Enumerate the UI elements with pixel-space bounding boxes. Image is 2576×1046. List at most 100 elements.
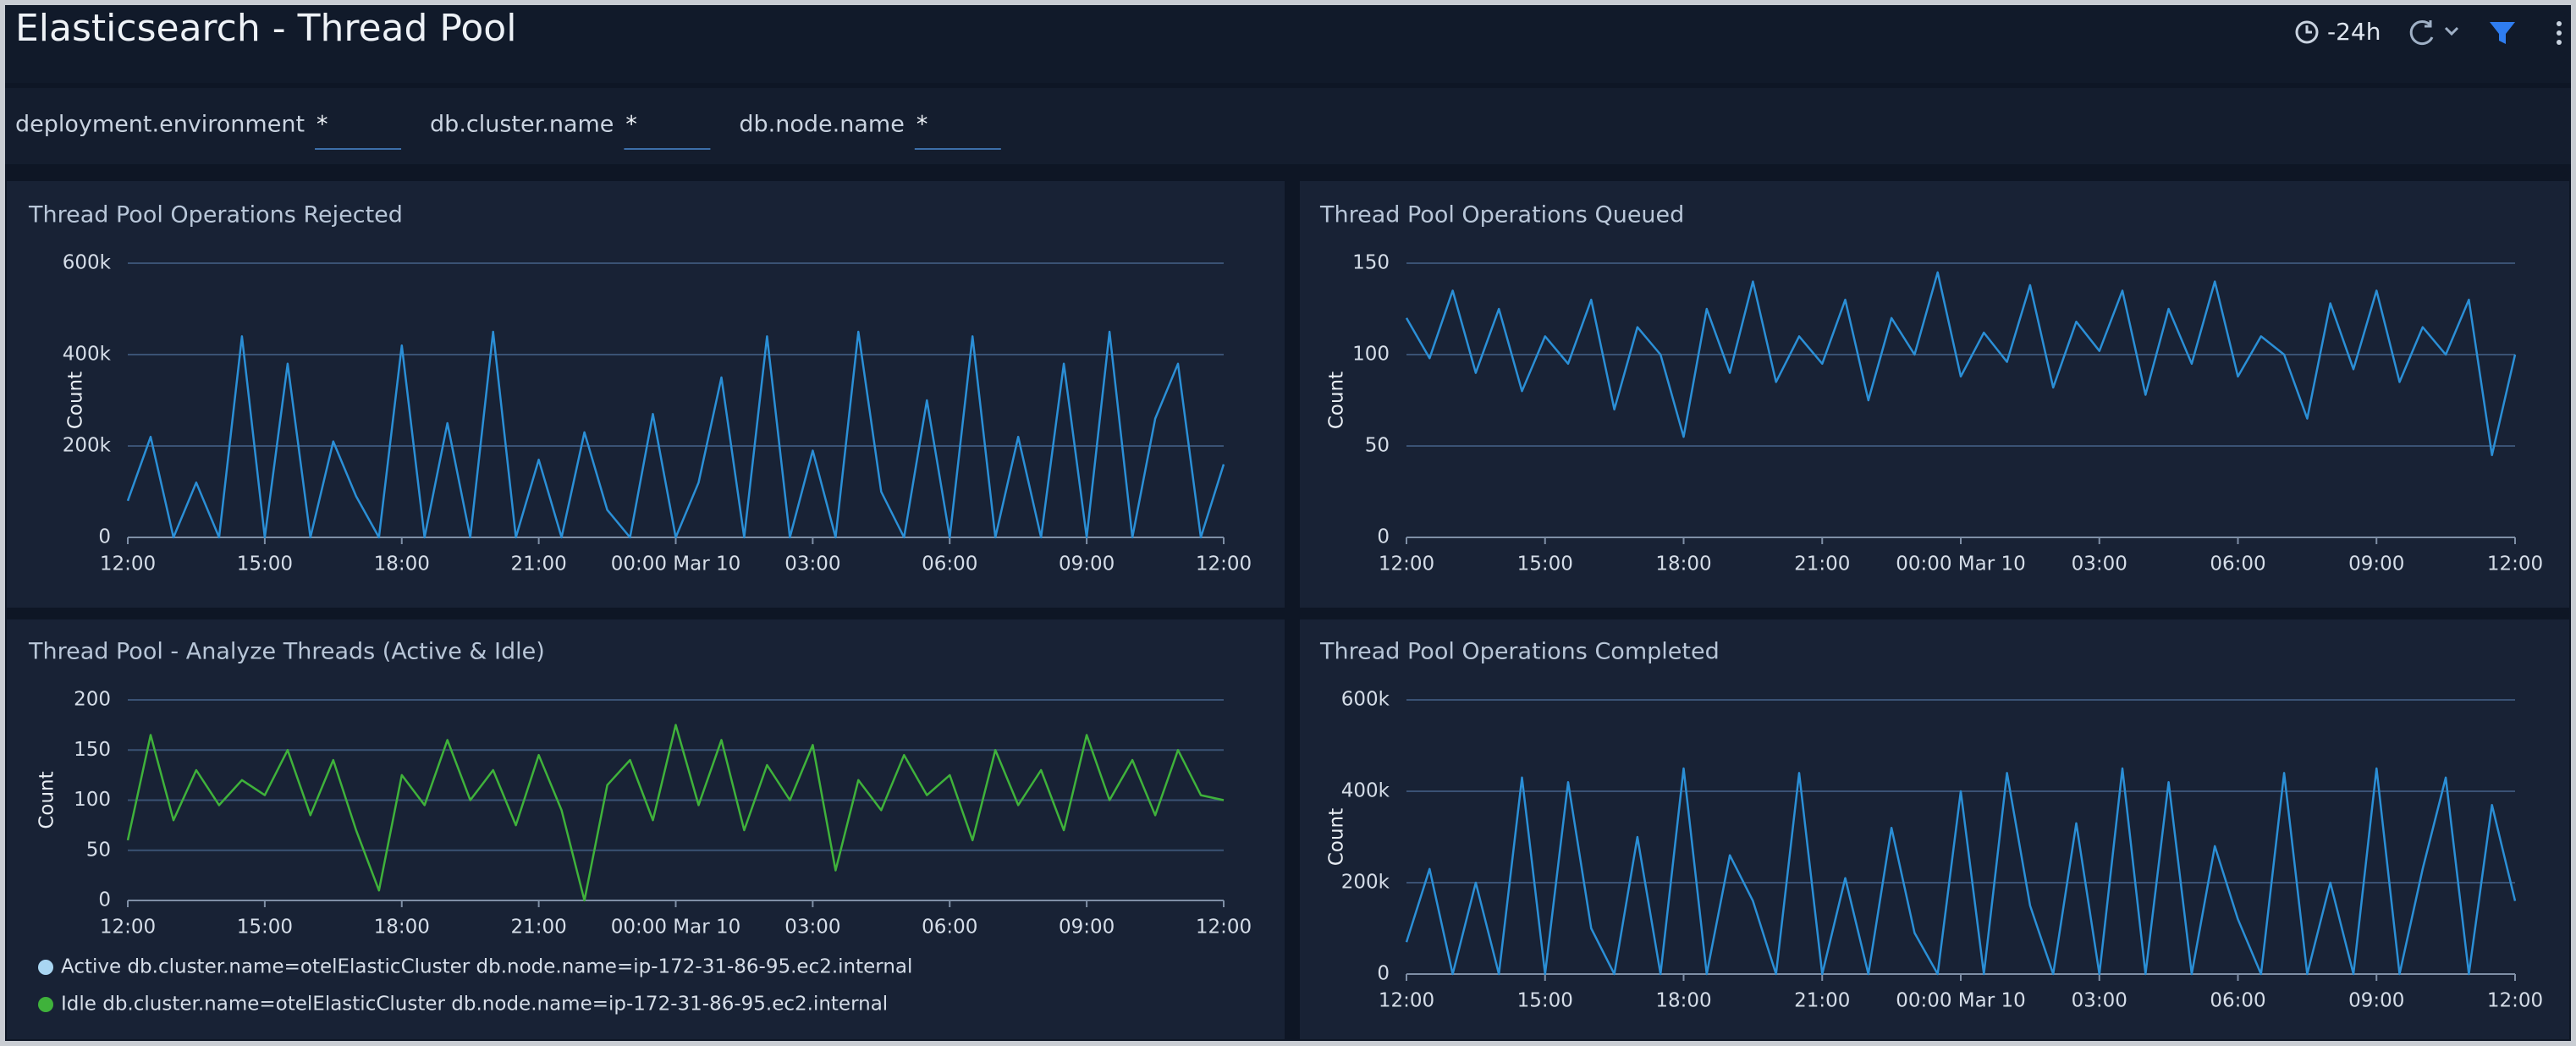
x-tick-label: 12:00	[2487, 990, 2543, 1012]
x-tick-label: 00:00 Mar 10	[1896, 990, 2026, 1012]
filter-value: *	[316, 112, 328, 138]
legend-label: Active db.cluster.name=otelElasticCluste…	[61, 956, 912, 978]
x-tick-label: 06:00	[2210, 990, 2265, 1012]
y-tick-label: 50	[86, 839, 111, 861]
x-tick-label: 18:00	[374, 917, 430, 939]
filter-value: *	[916, 112, 928, 138]
time-range-button[interactable]: -24h	[2295, 18, 2381, 46]
filter[interactable]: deployment.environment *	[15, 112, 402, 150]
y-tick-label: 600k	[1341, 689, 1390, 711]
y-axis-label: Count	[36, 771, 58, 829]
y-tick-label: 200k	[1341, 872, 1390, 894]
series-line	[126, 330, 1225, 539]
y-tick-label: 100	[74, 789, 111, 811]
x-tick-label: 21:00	[1794, 553, 1850, 575]
x-tick-label: 12:00	[100, 917, 156, 939]
panel-title: Thread Pool Operations Completed	[1319, 639, 1720, 665]
series-line	[1405, 271, 2517, 457]
x-tick-label: 09:00	[1059, 917, 1115, 939]
legend-swatch	[38, 997, 53, 1012]
dot	[2557, 40, 2562, 45]
x-tick-label: 00:00 Mar 10	[611, 553, 741, 575]
panel-title: Thread Pool - Analyze Threads (Active & …	[28, 639, 545, 665]
y-tick-label: 0	[1377, 526, 1390, 548]
x-tick-label: 03:00	[784, 553, 840, 575]
filter-value: *	[625, 112, 637, 138]
x-tick-label: 09:00	[2348, 553, 2404, 575]
x-tick-label: 03:00	[2072, 990, 2127, 1012]
y-axis-label: Count	[65, 372, 87, 429]
legend-label: Idle db.cluster.name=otelElasticCluster …	[61, 994, 888, 1016]
y-tick-label: 50	[1365, 435, 1390, 457]
x-tick-label: 18:00	[1655, 553, 1711, 575]
x-tick-label: 15:00	[1517, 990, 1573, 1012]
panel	[7, 619, 1285, 1039]
y-tick-label: 100	[1352, 344, 1390, 366]
filter-button[interactable]	[2490, 22, 2515, 44]
y-tick-label: 200k	[63, 435, 112, 457]
x-tick-label: 06:00	[2210, 553, 2265, 575]
x-tick-label: 09:00	[2348, 990, 2404, 1012]
x-tick-label: 00:00 Mar 10	[611, 917, 741, 939]
x-tick-label: 18:00	[374, 553, 430, 575]
x-tick-label: 06:00	[922, 917, 977, 939]
x-tick-label: 12:00	[1379, 990, 1434, 1012]
y-axis-label: Count	[1326, 372, 1348, 429]
y-tick-label: 600k	[63, 252, 112, 274]
x-tick-label: 21:00	[1794, 990, 1850, 1012]
filter[interactable]: db.node.name *	[739, 112, 1001, 150]
y-tick-label: 0	[98, 526, 111, 548]
panel-title: Thread Pool Operations Queued	[1319, 202, 1684, 228]
filter-label: deployment.environment	[15, 112, 305, 138]
legend-item[interactable]: Active db.cluster.name=otelElasticCluste…	[38, 956, 912, 978]
panel	[1300, 619, 2569, 1039]
filter-bar	[5, 88, 2571, 164]
y-tick-label: 0	[98, 889, 111, 911]
y-tick-label: 400k	[63, 344, 112, 366]
refresh-icon	[2409, 20, 2434, 46]
filter-label: db.cluster.name	[430, 112, 614, 138]
x-tick-label: 12:00	[100, 553, 156, 575]
x-tick-label: 00:00 Mar 10	[1896, 553, 2026, 575]
top-bar	[5, 5, 2571, 83]
x-tick-label: 21:00	[510, 917, 566, 939]
x-tick-label: 12:00	[1196, 917, 1252, 939]
y-tick-label: 0	[1377, 963, 1390, 985]
filter-label: db.node.name	[739, 112, 904, 138]
time-range: -24h	[2327, 18, 2381, 46]
x-tick-label: 12:00	[2487, 553, 2543, 575]
dot	[2557, 30, 2562, 36]
x-tick-label: 18:00	[1655, 990, 1711, 1012]
legend-swatch	[38, 960, 53, 975]
panel-title: Thread Pool Operations Rejected	[28, 202, 403, 228]
clock-icon	[2295, 20, 2319, 44]
series-line	[1405, 767, 2517, 976]
x-tick-label: 06:00	[922, 553, 977, 575]
x-tick-label: 03:00	[2072, 553, 2127, 575]
y-tick-label: 400k	[1341, 780, 1390, 802]
y-tick-label: 150	[74, 739, 111, 761]
x-tick-label: 03:00	[784, 917, 840, 939]
filter[interactable]: db.cluster.name *	[430, 112, 711, 150]
more-button[interactable]	[2557, 21, 2562, 45]
chevron	[2444, 26, 2459, 36]
panel	[7, 181, 1285, 608]
x-tick-label: 15:00	[237, 553, 293, 575]
legend-item[interactable]: Idle db.cluster.name=otelElasticCluster …	[38, 994, 888, 1016]
x-tick-label: 12:00	[1196, 553, 1252, 575]
panel	[1300, 181, 2569, 608]
series-line	[126, 724, 1225, 902]
x-tick-label: 12:00	[1379, 553, 1434, 575]
clock-hands	[2305, 25, 2312, 34]
x-tick-label: 15:00	[1517, 553, 1573, 575]
y-tick-label: 150	[1352, 252, 1390, 274]
y-tick-label: 200	[74, 689, 111, 711]
y-axis-label: Count	[1326, 808, 1348, 866]
refresh-button[interactable]	[2409, 20, 2459, 46]
x-tick-label: 21:00	[510, 553, 566, 575]
x-tick-label: 09:00	[1059, 553, 1115, 575]
x-tick-label: 15:00	[237, 917, 293, 939]
dashboard-title: Elasticsearch - Thread Pool	[15, 7, 516, 50]
